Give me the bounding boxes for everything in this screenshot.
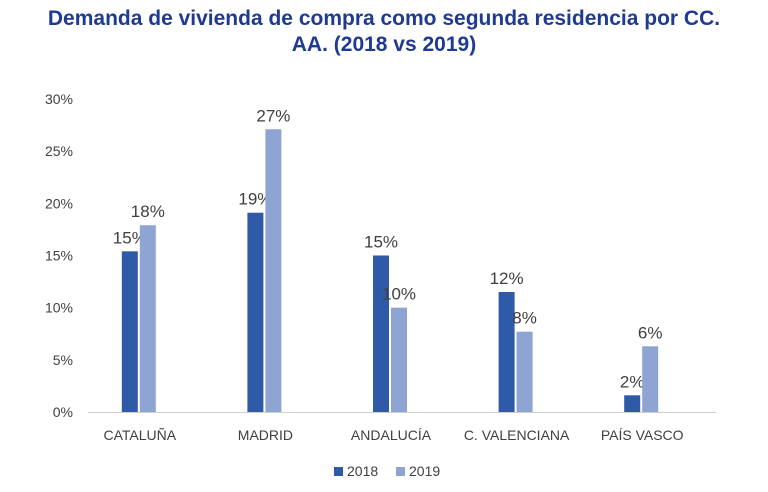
data-label-2019: 10% xyxy=(382,285,416,304)
category-label: CATALUÑA xyxy=(103,427,176,443)
y-tick-label: 5% xyxy=(53,352,73,368)
data-label-2019: 8% xyxy=(512,309,537,328)
data-label-2019: 27% xyxy=(256,106,290,125)
y-tick-label: 25% xyxy=(45,143,73,159)
legend: 2018 2019 xyxy=(334,463,440,479)
y-tick-label: 20% xyxy=(45,195,73,211)
legend-swatch-2018 xyxy=(334,467,343,476)
legend-label-2018: 2018 xyxy=(347,463,378,479)
y-tick-label: 30% xyxy=(45,91,73,107)
chart-title-line-1: Demanda de vivienda de compra como segun… xyxy=(47,7,721,30)
y-tick-label: 10% xyxy=(45,300,73,316)
bar-2018 xyxy=(121,251,138,412)
bar-2019 xyxy=(265,129,282,413)
y-tick-label: 0% xyxy=(53,404,73,420)
data-label-2018: 15% xyxy=(364,233,398,252)
bar-2019 xyxy=(139,225,156,412)
category-label: MADRID xyxy=(238,427,293,443)
bar-2018 xyxy=(624,395,641,412)
category-label: C. VALENCIANA xyxy=(464,427,570,443)
bar-2019 xyxy=(642,346,659,412)
data-label-2019: 18% xyxy=(131,202,165,221)
bar-2019 xyxy=(516,331,533,412)
bar-2018 xyxy=(247,212,264,412)
data-label-2018: 15% xyxy=(113,228,147,247)
bar-2018 xyxy=(498,292,515,412)
data-label-2019: 6% xyxy=(638,323,663,342)
bars: 15% 18% 19% 27% 15% 10% 12% 8% 2% 6% xyxy=(113,106,663,413)
chart-title: Demanda de vivienda de compra como segun… xyxy=(0,6,768,58)
y-axis: 0% 5% 10% 15% 20% 25% 30% xyxy=(45,91,73,420)
bar-2018 xyxy=(373,255,389,412)
category-label: ANDALUCÍA xyxy=(351,427,432,443)
data-label-2018: 2% xyxy=(620,372,645,391)
data-label-2018: 19% xyxy=(238,190,272,209)
legend-swatch-2019 xyxy=(396,467,405,476)
bar-2019 xyxy=(391,307,407,412)
chart-title-line-2: AA. (2018 vs 2019) xyxy=(291,33,477,56)
data-label-2018: 12% xyxy=(490,269,524,288)
y-tick-label: 15% xyxy=(45,248,73,264)
legend-label-2019: 2019 xyxy=(409,463,440,479)
category-labels: CATALUÑA MADRID ANDALUCÍA C. VALENCIANA PAÍS… xyxy=(103,427,683,443)
category-label: PAÍS VASCO xyxy=(601,427,684,443)
